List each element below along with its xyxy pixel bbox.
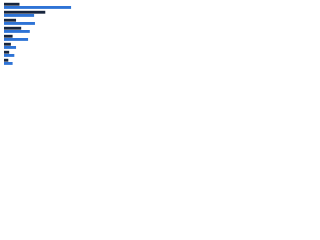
bar <box>4 38 29 41</box>
chart <box>4 2 72 65</box>
page: {"chart_data": {"type": "bar", "orientat… <box>0 0 320 71</box>
bar <box>4 46 17 49</box>
bar <box>4 58 9 62</box>
bar <box>4 34 13 38</box>
bar <box>4 10 46 14</box>
bar <box>4 2 20 6</box>
bar <box>4 14 35 17</box>
bar <box>4 30 30 33</box>
bar <box>4 50 10 54</box>
bar <box>4 22 35 25</box>
bar <box>4 6 72 9</box>
bar <box>4 18 17 22</box>
bar <box>4 26 22 30</box>
bar <box>4 62 13 65</box>
bar <box>4 54 15 57</box>
bar <box>4 42 11 46</box>
